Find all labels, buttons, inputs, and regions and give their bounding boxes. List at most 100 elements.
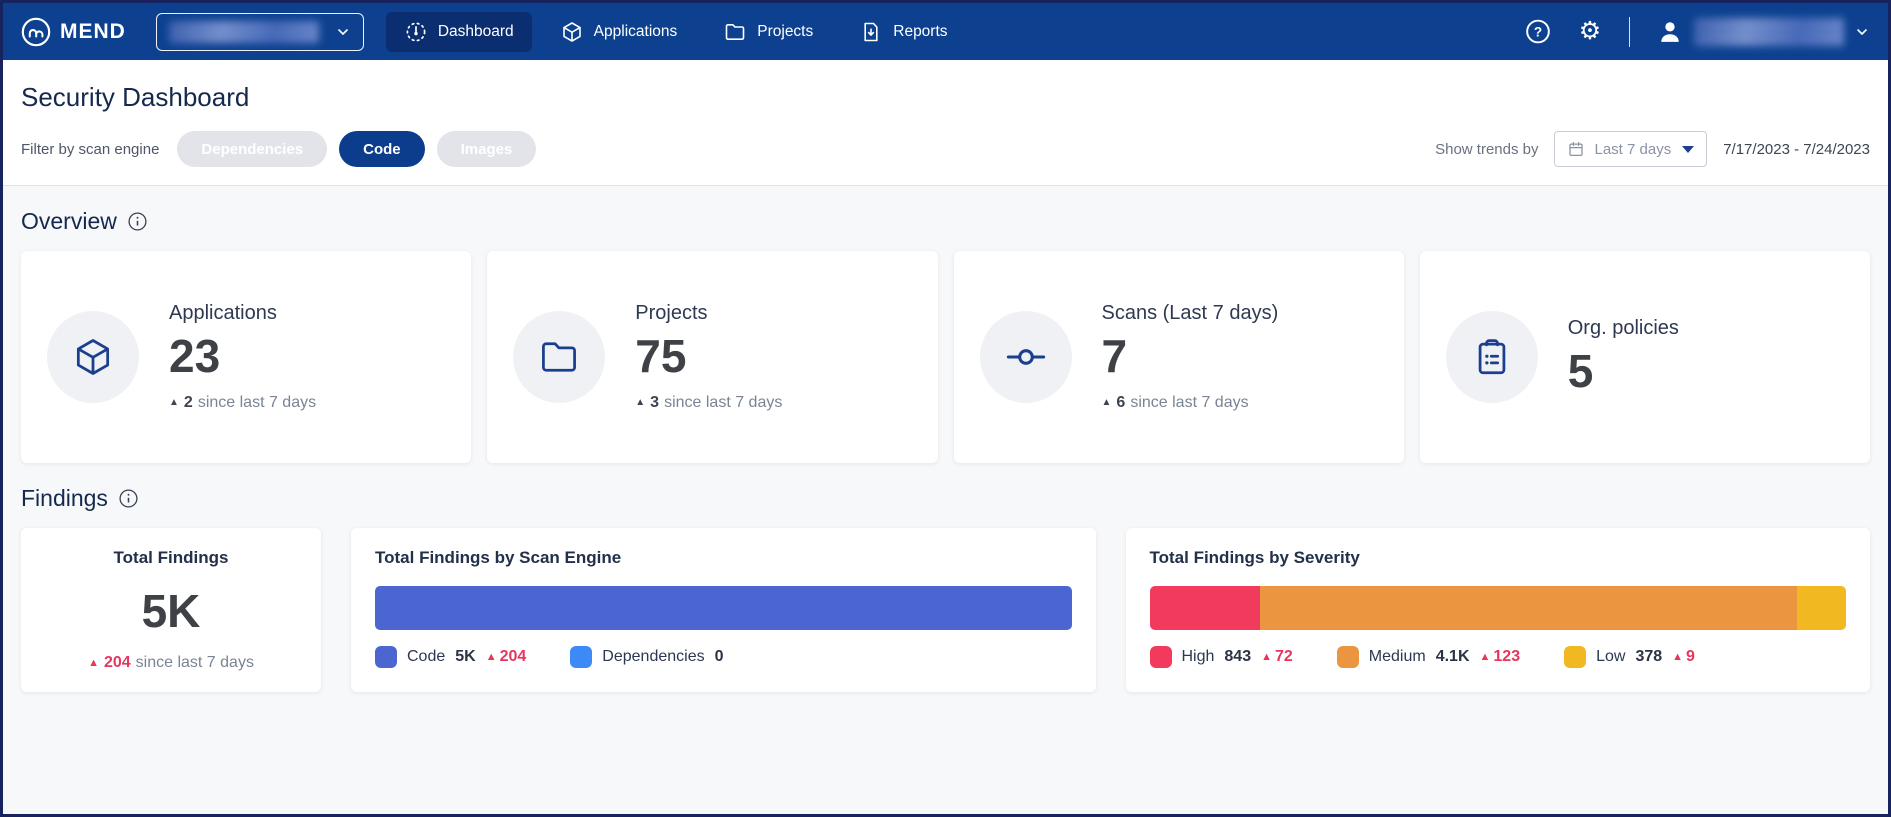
- trend-up-icon: ▲: [1261, 652, 1272, 663]
- trends-area: Show trends by Last 7 days 7/17/2023 - 7…: [1435, 131, 1870, 167]
- folder-icon: [723, 20, 747, 44]
- scan-engine-legend: Code 5K ▲ 204 Dependencies 0: [375, 646, 1072, 668]
- legend-item-dependencies: Dependencies 0: [570, 646, 723, 668]
- legend-value: 378: [1635, 648, 1662, 666]
- bar-segment-low: [1797, 586, 1846, 630]
- trend-up-icon: ▲: [169, 398, 179, 408]
- help-button[interactable]: ?: [1525, 19, 1551, 45]
- caret-down-icon: [1682, 146, 1694, 153]
- trend-up-icon: ▲: [1480, 652, 1491, 663]
- trend-suffix: since last 7 days: [664, 394, 782, 412]
- legend-value: 5K: [455, 648, 475, 666]
- legend-item-code: Code 5K ▲ 204: [375, 646, 526, 668]
- trends-period-dropdown[interactable]: Last 7 days: [1554, 131, 1707, 167]
- tab-label: Applications: [594, 23, 678, 41]
- legend-trend: ▲ 123: [1480, 648, 1521, 666]
- card-findings-by-scan-engine: Total Findings by Scan Engine Code 5K ▲ …: [351, 528, 1096, 692]
- stat-value: 75: [635, 331, 782, 382]
- org-selector-value-redacted: [169, 21, 319, 43]
- findings-heading: Findings: [21, 485, 1870, 512]
- legend-name: Medium: [1369, 648, 1426, 666]
- tab-dashboard[interactable]: Dashboard: [386, 12, 532, 52]
- filter-pill-code[interactable]: Code: [339, 131, 425, 167]
- clipboard-icon: [1446, 311, 1538, 403]
- stat-trend: ▲ 3 since last 7 days: [635, 394, 782, 412]
- gauge-icon: [404, 20, 428, 44]
- trend-value: 204: [104, 654, 131, 672]
- filter-by-scan-engine-label: Filter by scan engine: [21, 141, 159, 158]
- card-scans: Scans (Last 7 days) 7 ▲ 6 since last 7 d…: [954, 251, 1404, 463]
- legend-name: High: [1182, 648, 1215, 666]
- gear-icon: ⚙: [1579, 19, 1601, 44]
- navbar-right-group: ? ⚙: [1525, 17, 1870, 47]
- legend-value: 843: [1224, 648, 1251, 666]
- stat-value: 7: [1102, 331, 1279, 382]
- bar-segment-medium: [1260, 586, 1797, 630]
- bar-segment-code: [375, 586, 1072, 630]
- filter-row: Filter by scan engine Dependencies Code …: [21, 131, 1870, 185]
- calendar-icon: [1567, 140, 1585, 158]
- legend-item-low: Low 378 ▲ 9: [1564, 646, 1695, 668]
- stat-value: 23: [169, 331, 316, 382]
- filter-pill-images[interactable]: Images: [437, 131, 537, 167]
- org-selector-dropdown[interactable]: [156, 13, 364, 51]
- tab-projects[interactable]: Projects: [705, 12, 831, 52]
- findings-cards: Total Findings 5K ▲ 204 since last 7 day…: [21, 528, 1870, 692]
- trend-up-icon: ▲: [486, 652, 497, 663]
- chevron-down-icon: [335, 24, 351, 40]
- findings-heading-text: Findings: [21, 485, 108, 512]
- user-menu[interactable]: [1656, 18, 1870, 46]
- legend-swatch-code: [375, 646, 397, 668]
- trend-suffix: since last 7 days: [198, 394, 316, 412]
- trend-value: 2: [184, 394, 193, 412]
- card-findings-by-severity: Total Findings by Severity High 843 ▲ 72…: [1126, 528, 1871, 692]
- trend-value: 123: [1493, 648, 1520, 666]
- trend-up-icon: ▲: [1102, 398, 1112, 408]
- mend-logo[interactable]: MEND: [21, 17, 126, 47]
- info-icon[interactable]: [118, 488, 139, 509]
- trend-value: 6: [1116, 394, 1125, 412]
- trend-up-icon: ▲: [88, 658, 99, 669]
- legend-swatch-medium: [1337, 646, 1359, 668]
- report-download-icon: [859, 20, 883, 44]
- page-title: Security Dashboard: [21, 82, 1870, 113]
- legend-value: 0: [715, 648, 724, 666]
- severity-stacked-bar: [1150, 586, 1847, 630]
- tab-applications[interactable]: Applications: [542, 12, 696, 52]
- legend-item-high: High 843 ▲ 72: [1150, 646, 1293, 668]
- card-title: Total Findings: [114, 548, 229, 568]
- trend-value: 72: [1275, 648, 1293, 666]
- legend-swatch-high: [1150, 646, 1172, 668]
- user-avatar-icon: [1656, 18, 1684, 46]
- legend-swatch-low: [1564, 646, 1586, 668]
- tab-label: Dashboard: [438, 23, 514, 41]
- tab-reports[interactable]: Reports: [841, 12, 965, 52]
- legend-trend: ▲ 204: [486, 648, 527, 666]
- filter-pill-dependencies[interactable]: Dependencies: [177, 131, 327, 167]
- tab-label: Reports: [893, 23, 947, 41]
- user-name-redacted: [1694, 18, 1844, 46]
- legend-swatch-dependencies: [570, 646, 592, 668]
- settings-gear-button[interactable]: ⚙: [1577, 19, 1603, 45]
- legend-trend: ▲ 72: [1261, 648, 1293, 666]
- date-range-text: 7/17/2023 - 7/24/2023: [1723, 141, 1870, 158]
- overview-heading-text: Overview: [21, 208, 117, 235]
- trend-suffix: since last 7 days: [136, 654, 254, 672]
- cube-icon: [47, 311, 139, 403]
- card-total-findings: Total Findings 5K ▲ 204 since last 7 day…: [21, 528, 321, 692]
- trend-up-icon: ▲: [1672, 652, 1683, 663]
- cube-icon: [560, 20, 584, 44]
- legend-value: 4.1K: [1436, 648, 1470, 666]
- info-icon[interactable]: [127, 211, 148, 232]
- stat-label: Scans (Last 7 days): [1102, 302, 1279, 325]
- stat-label: Applications: [169, 302, 316, 325]
- stat-trend: ▲ 2 since last 7 days: [169, 394, 316, 412]
- card-org-policies: Org. policies 5: [1420, 251, 1870, 463]
- legend-name: Code: [407, 648, 445, 666]
- stat-trend: ▲ 6 since last 7 days: [1102, 394, 1279, 412]
- legend-name: Dependencies: [602, 648, 704, 666]
- severity-legend: High 843 ▲ 72 Medium 4.1K ▲ 123: [1150, 646, 1847, 668]
- show-trends-by-label: Show trends by: [1435, 141, 1538, 158]
- stat-label: Projects: [635, 302, 782, 325]
- total-findings-value: 5K: [142, 588, 201, 634]
